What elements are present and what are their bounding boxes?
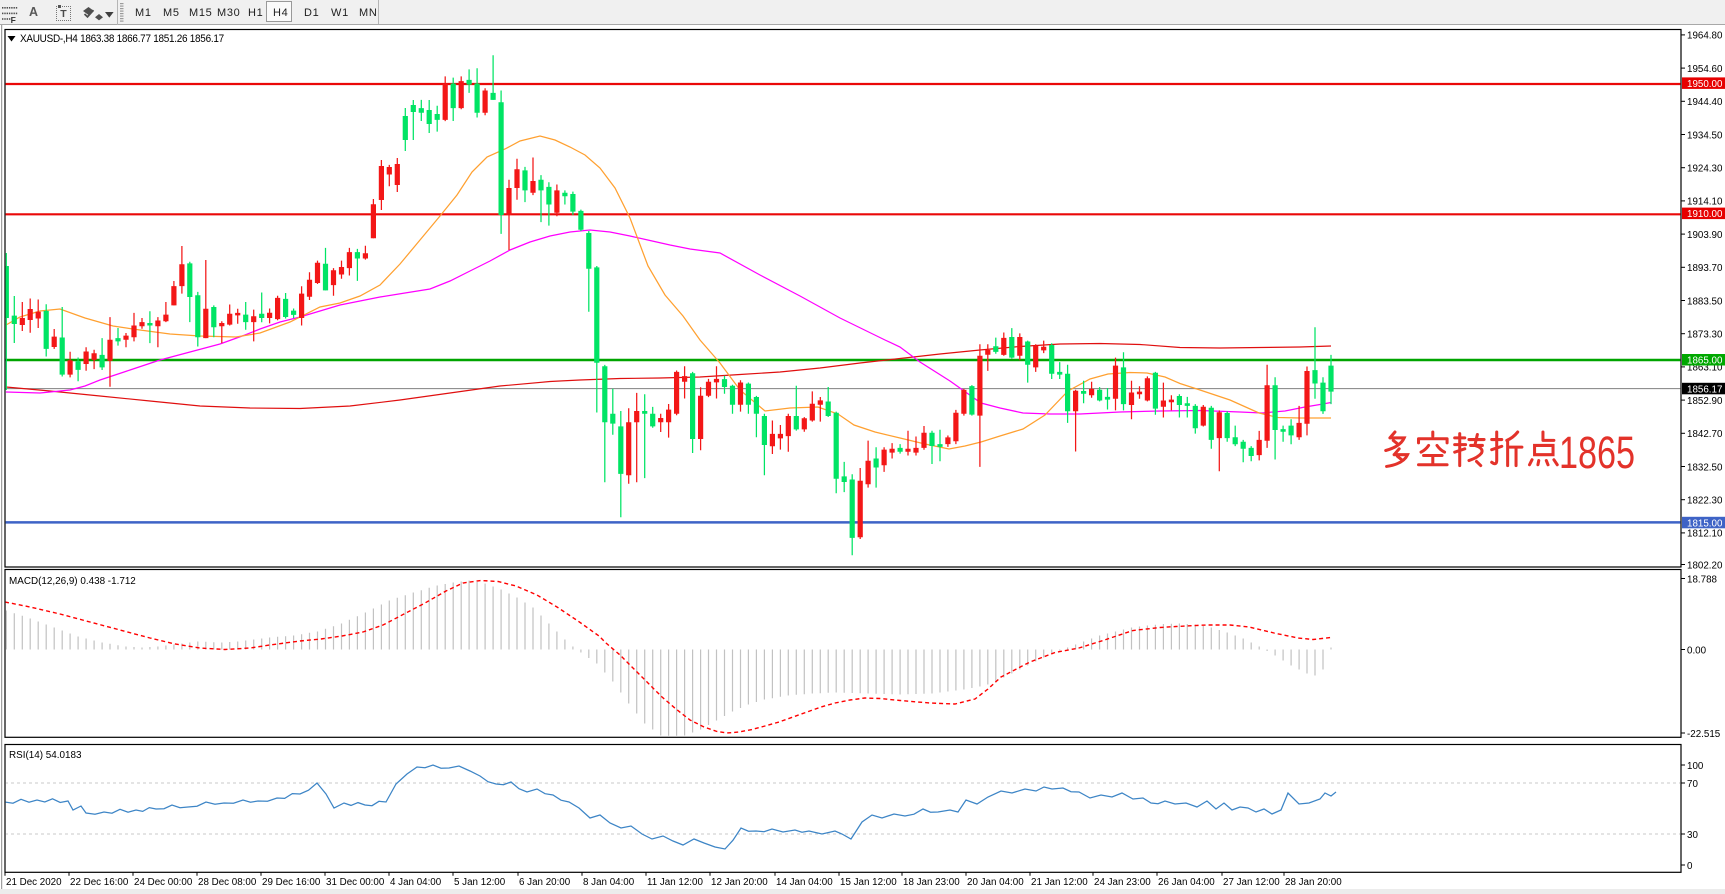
svg-text:29 Dec 16:00: 29 Dec 16:00 [262, 877, 321, 888]
svg-text:MACD(12,26,9) 0.438 -1.712: MACD(12,26,9) 0.438 -1.712 [9, 576, 136, 587]
svg-text:1950.00: 1950.00 [1687, 79, 1723, 90]
svg-text:21 Dec 2020: 21 Dec 2020 [6, 877, 62, 888]
svg-text:15 Jan 12:00: 15 Jan 12:00 [840, 877, 897, 888]
svg-text:1924.30: 1924.30 [1687, 164, 1723, 175]
svg-text:11 Jan 12:00: 11 Jan 12:00 [647, 877, 703, 888]
svg-text:14 Jan 04:00: 14 Jan 04:00 [776, 877, 833, 888]
svg-text:1865.00: 1865.00 [1687, 356, 1723, 367]
svg-text:1944.40: 1944.40 [1687, 97, 1723, 108]
svg-text:28 Jan 20:00: 28 Jan 20:00 [1285, 877, 1342, 888]
svg-text:100: 100 [1687, 761, 1704, 772]
svg-text:5 Jan 12:00: 5 Jan 12:00 [454, 877, 506, 888]
svg-text:1802.20: 1802.20 [1687, 560, 1723, 571]
svg-text:1914.10: 1914.10 [1687, 197, 1723, 208]
svg-text:24 Dec 00:00: 24 Dec 00:00 [134, 877, 193, 888]
svg-text:1863.10: 1863.10 [1687, 363, 1723, 374]
svg-text:4 Jan 04:00: 4 Jan 04:00 [390, 877, 442, 888]
svg-text:18 Jan 23:00: 18 Jan 23:00 [903, 877, 960, 888]
svg-text:27 Jan 12:00: 27 Jan 12:00 [1223, 877, 1280, 888]
svg-text:1903.90: 1903.90 [1687, 230, 1723, 241]
svg-text:1812.10: 1812.10 [1687, 529, 1723, 540]
svg-text:70: 70 [1687, 779, 1698, 790]
svg-text:1852.90: 1852.90 [1687, 396, 1723, 407]
svg-text:1865: 1865 [1559, 429, 1635, 479]
svg-text:1934.50: 1934.50 [1687, 130, 1723, 141]
svg-text:26 Jan 04:00: 26 Jan 04:00 [1158, 877, 1215, 888]
svg-text:RSI(14) 54.0183: RSI(14) 54.0183 [9, 750, 82, 761]
svg-text:1954.60: 1954.60 [1687, 64, 1723, 75]
svg-text:0.00: 0.00 [1687, 645, 1707, 656]
svg-text:1815.00: 1815.00 [1687, 518, 1723, 529]
svg-text:8 Jan 04:00: 8 Jan 04:00 [583, 877, 635, 888]
svg-text:30: 30 [1687, 830, 1698, 841]
svg-text:18.788: 18.788 [1687, 574, 1718, 585]
svg-text:24 Jan 23:00: 24 Jan 23:00 [1094, 877, 1151, 888]
svg-text:XAUUSD-,H4 1863.38 1866.77 18: XAUUSD-,H4 1863.38 1866.77 1851.26 1856.… [20, 34, 224, 45]
svg-text:20 Jan 04:00: 20 Jan 04:00 [967, 877, 1024, 888]
svg-text:1822.30: 1822.30 [1687, 496, 1723, 507]
svg-text:0: 0 [1687, 861, 1693, 872]
svg-text:22 Dec 16:00: 22 Dec 16:00 [70, 877, 129, 888]
svg-text:1893.70: 1893.70 [1687, 263, 1723, 274]
svg-text:31 Dec 00:00: 31 Dec 00:00 [326, 877, 385, 888]
svg-text:1832.50: 1832.50 [1687, 462, 1723, 473]
svg-text:6 Jan 20:00: 6 Jan 20:00 [519, 877, 571, 888]
svg-text:1873.30: 1873.30 [1687, 330, 1723, 341]
svg-text:21 Jan 12:00: 21 Jan 12:00 [1031, 877, 1088, 888]
svg-text:28 Dec 08:00: 28 Dec 08:00 [198, 877, 257, 888]
svg-text:-22.515: -22.515 [1687, 729, 1721, 740]
svg-text:1964.80: 1964.80 [1687, 31, 1723, 42]
svg-text:12 Jan 20:00: 12 Jan 20:00 [711, 877, 768, 888]
svg-text:1910.00: 1910.00 [1687, 209, 1723, 220]
svg-text:1883.50: 1883.50 [1687, 296, 1723, 307]
svg-text:1842.70: 1842.70 [1687, 429, 1723, 440]
svg-text:F: F [11, 15, 16, 23]
svg-text:1856.17: 1856.17 [1687, 384, 1722, 395]
